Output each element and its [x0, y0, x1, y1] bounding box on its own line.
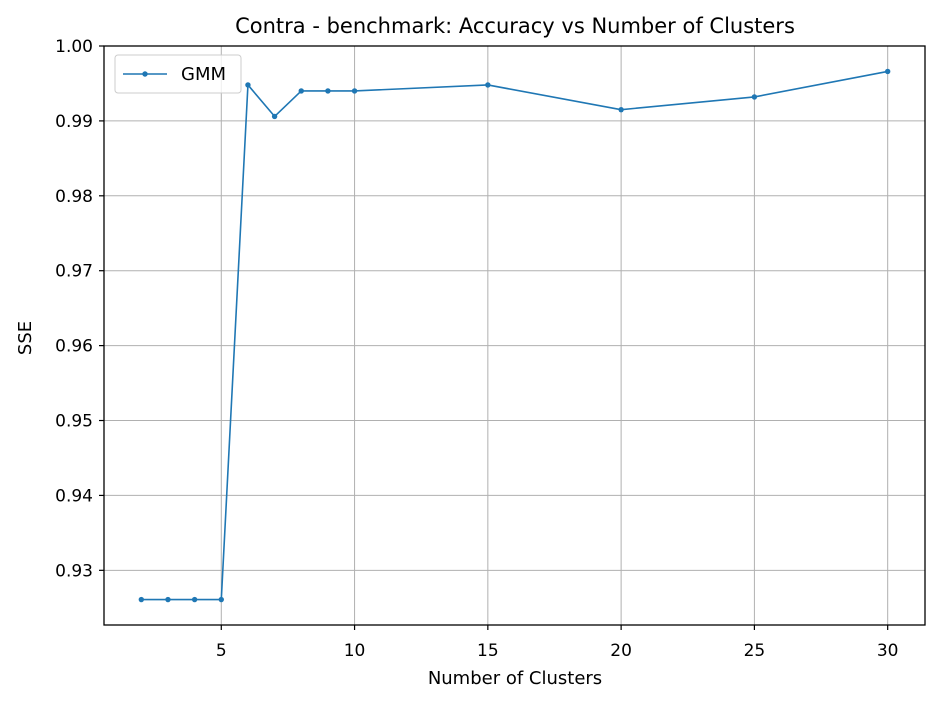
data-point: [138, 596, 145, 603]
data-point: [325, 88, 331, 94]
x-tick-label: 20: [610, 641, 632, 661]
y-axis-title: SSE: [15, 321, 36, 355]
legend: GMM: [114, 54, 242, 94]
y-tick-label: 0.97: [55, 262, 93, 282]
legend-label: GMM: [181, 64, 226, 85]
ticks: 5 10 15 20 25 30 0.93 0.94 0.95 0.96 0.97 0.98 0.99 1…: [55, 37, 898, 661]
y-tick-label: 0.96: [55, 337, 93, 357]
x-tick-label: 5: [216, 641, 227, 661]
data-point: [218, 596, 224, 603]
x-tick-label: 25: [744, 641, 766, 661]
y-tick-label: 0.94: [55, 486, 93, 506]
y-tick-label: 0.99: [55, 112, 93, 132]
legend-box: [114, 54, 242, 94]
y-tick-label: 0.93: [55, 561, 93, 581]
plot-frame: [103, 45, 926, 626]
x-axis-title: Number of Clusters: [428, 668, 602, 689]
x-tick-label: 30: [877, 641, 899, 661]
series-layer: [138, 68, 891, 603]
data-point: [271, 113, 278, 120]
data-point: [165, 596, 171, 603]
data-point: [351, 88, 358, 94]
data-point: [618, 106, 624, 113]
data-point: [191, 596, 198, 603]
y-tick-label: 0.98: [55, 187, 93, 207]
y-tick-label: 0.95: [55, 412, 93, 432]
data-point: [751, 94, 758, 100]
data-point: [485, 82, 491, 88]
data-point: [245, 82, 251, 88]
data-point: [884, 68, 891, 75]
x-tick-label: 15: [477, 641, 499, 661]
legend-marker: [142, 71, 148, 77]
x-tick-label: 10: [344, 641, 366, 661]
chart-title: Contra - benchmark: Accuracy vs Number o…: [235, 14, 795, 38]
y-tick-label: 1.00: [55, 37, 93, 57]
data-point: [298, 88, 304, 94]
